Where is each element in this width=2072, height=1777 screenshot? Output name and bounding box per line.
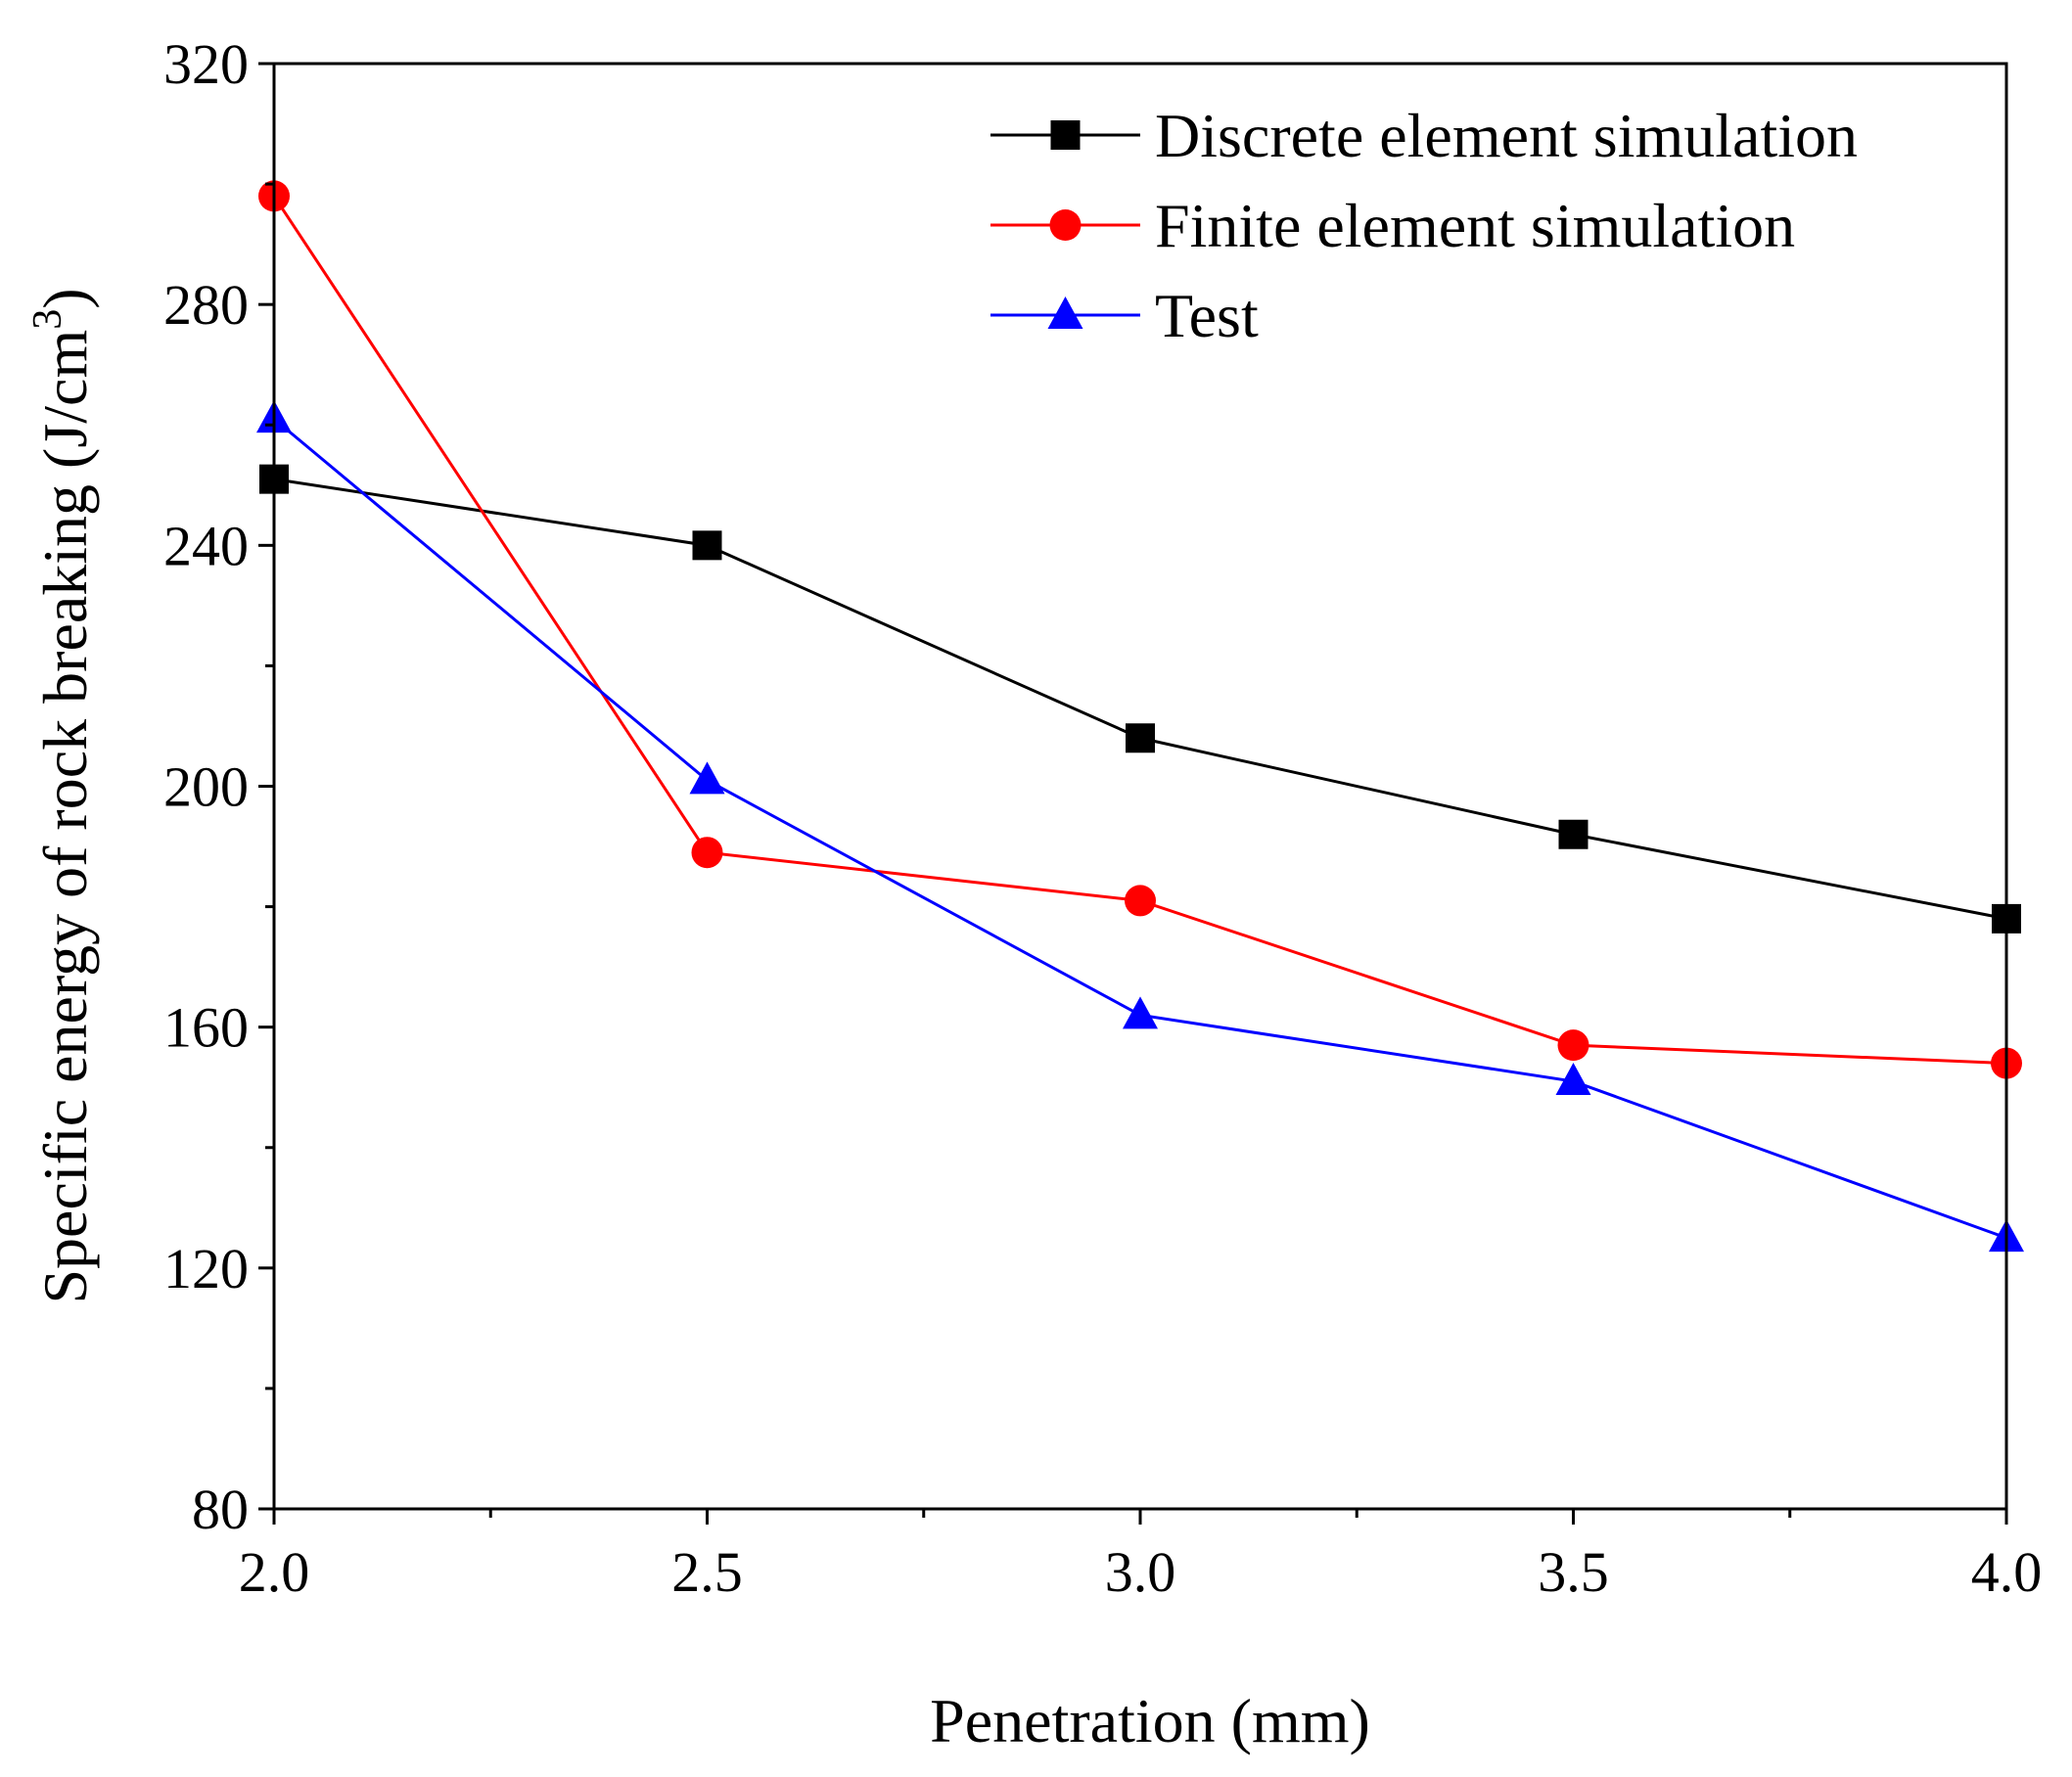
x-tick-label: 4.0 xyxy=(1971,1540,2043,1604)
y-axis-label-superscript: 3 xyxy=(25,309,70,330)
legend-entry: Discrete element simulation xyxy=(990,101,1858,170)
plot-frame xyxy=(272,62,2008,1511)
x-tick-label: 2.0 xyxy=(239,1540,310,1604)
series-line xyxy=(273,417,2007,1240)
x-tick-label: 3.5 xyxy=(1538,1540,1609,1604)
y-tick-label: 120 xyxy=(163,1237,249,1300)
y-tick-label: 320 xyxy=(163,32,249,96)
y-tick-label: 160 xyxy=(163,996,249,1060)
data-point xyxy=(1558,819,1589,849)
data-point xyxy=(689,761,725,795)
series-line xyxy=(272,195,2007,1066)
legend-marker xyxy=(1050,120,1081,150)
data-point xyxy=(1126,723,1155,753)
data-point xyxy=(691,837,723,869)
y-axis-label: Specific energy of rock breaking (J/cm3) xyxy=(25,288,100,1303)
legend-label: Discrete element simulation xyxy=(1155,101,1858,170)
data-point xyxy=(1123,996,1158,1029)
legend-marker xyxy=(1049,209,1082,241)
data-point xyxy=(1555,1063,1591,1096)
x-axis-label: Penetration (mm) xyxy=(930,1686,1370,1755)
y-tick-label: 200 xyxy=(163,755,249,819)
legend-entry: Finite element simulation xyxy=(990,191,1795,260)
legend-label: Test xyxy=(1155,281,1259,350)
legend-label: Finite element simulation xyxy=(1155,191,1795,260)
legend-marker xyxy=(1047,296,1083,329)
y-tick-label: 80 xyxy=(192,1478,249,1541)
data-point xyxy=(1125,885,1156,917)
y-tick-label: 280 xyxy=(163,273,249,337)
x-tick-label: 3.0 xyxy=(1105,1540,1176,1604)
data-point xyxy=(1557,1029,1589,1062)
y-tick-label: 240 xyxy=(163,514,249,577)
y-axis-label-main: Specific energy of rock breaking (J/cm xyxy=(30,330,100,1304)
data-point xyxy=(692,530,722,561)
series-triangle xyxy=(256,400,2024,1253)
x-tick-label: 2.5 xyxy=(671,1540,743,1604)
legend-entry: Test xyxy=(990,281,1259,350)
series-square xyxy=(259,464,2021,934)
series-line xyxy=(273,478,2007,921)
y-axis-label-suffix: ) xyxy=(30,288,100,308)
